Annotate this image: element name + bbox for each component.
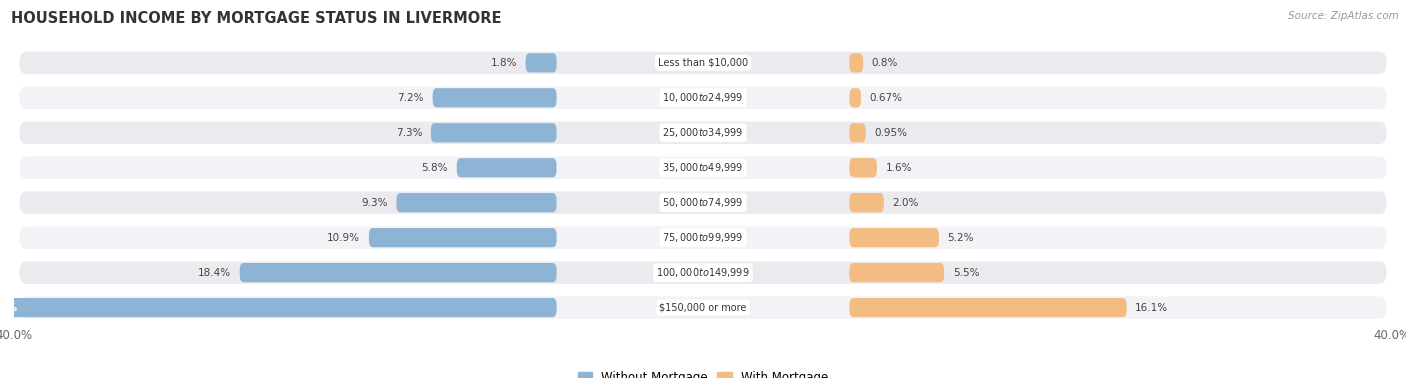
Text: $100,000 to $149,999: $100,000 to $149,999 [657,266,749,279]
FancyBboxPatch shape [20,226,1386,249]
FancyBboxPatch shape [396,193,557,212]
Text: 0.95%: 0.95% [875,128,907,138]
Text: 0.8%: 0.8% [872,58,898,68]
FancyBboxPatch shape [20,87,1386,109]
FancyBboxPatch shape [0,298,557,317]
FancyBboxPatch shape [20,122,1386,144]
Legend: Without Mortgage, With Mortgage: Without Mortgage, With Mortgage [574,367,832,378]
Text: $150,000 or more: $150,000 or more [659,303,747,313]
Text: 2.0%: 2.0% [893,198,920,208]
FancyBboxPatch shape [433,88,557,107]
FancyBboxPatch shape [20,262,1386,284]
Text: $25,000 to $34,999: $25,000 to $34,999 [662,126,744,139]
Text: 9.3%: 9.3% [361,198,388,208]
Text: 0.67%: 0.67% [869,93,903,103]
FancyBboxPatch shape [457,158,557,177]
FancyBboxPatch shape [239,263,557,282]
Text: 1.6%: 1.6% [886,163,912,173]
FancyBboxPatch shape [20,296,1386,319]
Text: 5.8%: 5.8% [422,163,449,173]
FancyBboxPatch shape [20,156,1386,179]
FancyBboxPatch shape [849,263,945,282]
FancyBboxPatch shape [849,193,884,212]
Text: 39.3%: 39.3% [0,303,17,313]
FancyBboxPatch shape [849,88,860,107]
Text: $35,000 to $49,999: $35,000 to $49,999 [662,161,744,174]
FancyBboxPatch shape [368,228,557,247]
FancyBboxPatch shape [20,52,1386,74]
Text: 16.1%: 16.1% [1135,303,1168,313]
FancyBboxPatch shape [849,298,1126,317]
Text: 10.9%: 10.9% [328,233,360,243]
Text: $10,000 to $24,999: $10,000 to $24,999 [662,91,744,104]
FancyBboxPatch shape [849,53,863,73]
FancyBboxPatch shape [849,158,877,177]
Text: 18.4%: 18.4% [198,268,231,277]
Text: 7.2%: 7.2% [398,93,425,103]
Text: $50,000 to $74,999: $50,000 to $74,999 [662,196,744,209]
FancyBboxPatch shape [849,228,939,247]
Text: 5.5%: 5.5% [953,268,979,277]
Text: 5.2%: 5.2% [948,233,974,243]
Text: Source: ZipAtlas.com: Source: ZipAtlas.com [1288,11,1399,21]
FancyBboxPatch shape [849,123,866,143]
FancyBboxPatch shape [526,53,557,73]
Text: HOUSEHOLD INCOME BY MORTGAGE STATUS IN LIVERMORE: HOUSEHOLD INCOME BY MORTGAGE STATUS IN L… [11,11,502,26]
Text: 1.8%: 1.8% [491,58,517,68]
Text: $75,000 to $99,999: $75,000 to $99,999 [662,231,744,244]
FancyBboxPatch shape [20,192,1386,214]
Text: 7.3%: 7.3% [395,128,422,138]
Text: Less than $10,000: Less than $10,000 [658,58,748,68]
FancyBboxPatch shape [430,123,557,143]
